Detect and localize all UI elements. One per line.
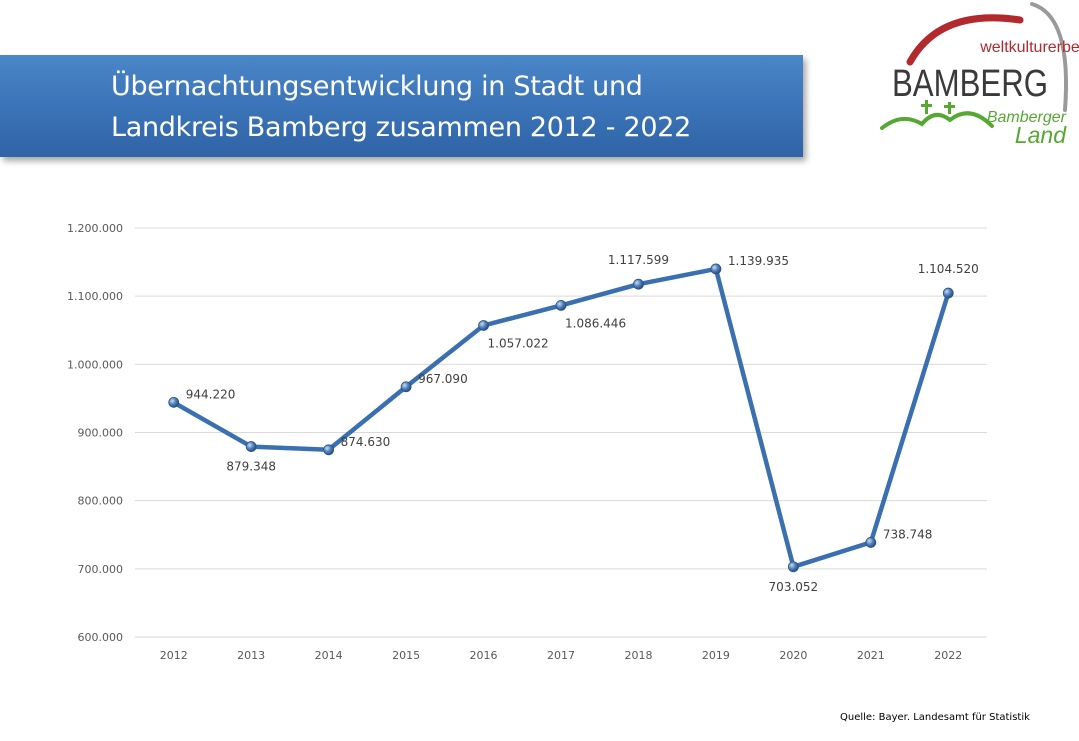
x-tick-label: 2022 — [934, 649, 962, 662]
x-tick-label: 2018 — [624, 649, 652, 662]
x-tick-label: 2017 — [547, 649, 575, 662]
title-banner: Übernachtungsentwicklung in Stadt und La… — [0, 55, 803, 157]
y-tick-label: 900.000 — [78, 427, 124, 440]
x-tick-label: 2021 — [857, 649, 885, 662]
y-tick-label: 1.000.000 — [67, 358, 123, 371]
x-tick-label: 2014 — [315, 649, 343, 662]
y-tick-label: 600.000 — [78, 631, 124, 644]
y-tick-label: 1.100.000 — [67, 290, 123, 303]
y-tick-label: 1.200.000 — [67, 222, 123, 235]
data-point — [555, 300, 567, 311]
bamberg-logo: weltkulturerbe BAMBERG Bamberger Land — [880, 2, 1079, 148]
logo-land-text: Land — [1015, 122, 1067, 148]
data-point — [323, 444, 335, 456]
x-tick-label: 2016 — [470, 649, 498, 662]
data-point — [710, 263, 722, 275]
logo-main-text: BAMBERG — [892, 63, 1048, 105]
y-tick-label: 700.000 — [78, 563, 124, 576]
x-tick-label: 2020 — [779, 649, 807, 662]
logo-sub-text: Bamberger — [987, 109, 1067, 126]
data-label: 967.090 — [418, 372, 468, 386]
data-label: 1.057.022 — [488, 336, 549, 350]
x-tick-label: 2019 — [702, 649, 730, 662]
data-label: 1.104.520 — [918, 262, 979, 276]
x-tick-label: 2015 — [392, 649, 420, 662]
logo-gray-arc — [1030, 2, 1069, 112]
logo-top-text: weltkulturerbe — [979, 39, 1079, 56]
source-note: Quelle: Bayer. Landesamt für Statistik — [840, 712, 1030, 723]
data-point — [400, 381, 412, 393]
data-point — [787, 561, 799, 573]
chart-title-line-2: Landkreis Bamberg zusammen 2012 - 2022 — [111, 112, 691, 143]
series-line — [171, 266, 951, 570]
data-point — [168, 396, 180, 408]
data-label: 944.220 — [186, 387, 236, 401]
data-label: 1.139.935 — [728, 254, 789, 268]
y-tick-label: 800.000 — [78, 495, 124, 508]
data-point — [245, 441, 257, 452]
x-tick-label: 2012 — [160, 649, 188, 662]
data-point — [865, 537, 877, 548]
logo-red-arc — [906, 14, 1024, 66]
data-label: 874.630 — [341, 435, 391, 449]
data-label: 1.086.446 — [565, 316, 626, 330]
data-point — [478, 320, 489, 331]
data-point — [942, 287, 954, 299]
chart-title-line-1: Übernachtungsentwicklung in Stadt und — [111, 71, 643, 102]
data-label: 703.052 — [769, 580, 819, 594]
data-point — [633, 278, 644, 290]
logo-green-hills — [880, 111, 994, 130]
data-label: 1.117.599 — [608, 253, 669, 267]
data-label: 879.348 — [226, 460, 276, 474]
data-label: 738.748 — [883, 527, 933, 541]
x-tick-label: 2013 — [237, 649, 265, 662]
